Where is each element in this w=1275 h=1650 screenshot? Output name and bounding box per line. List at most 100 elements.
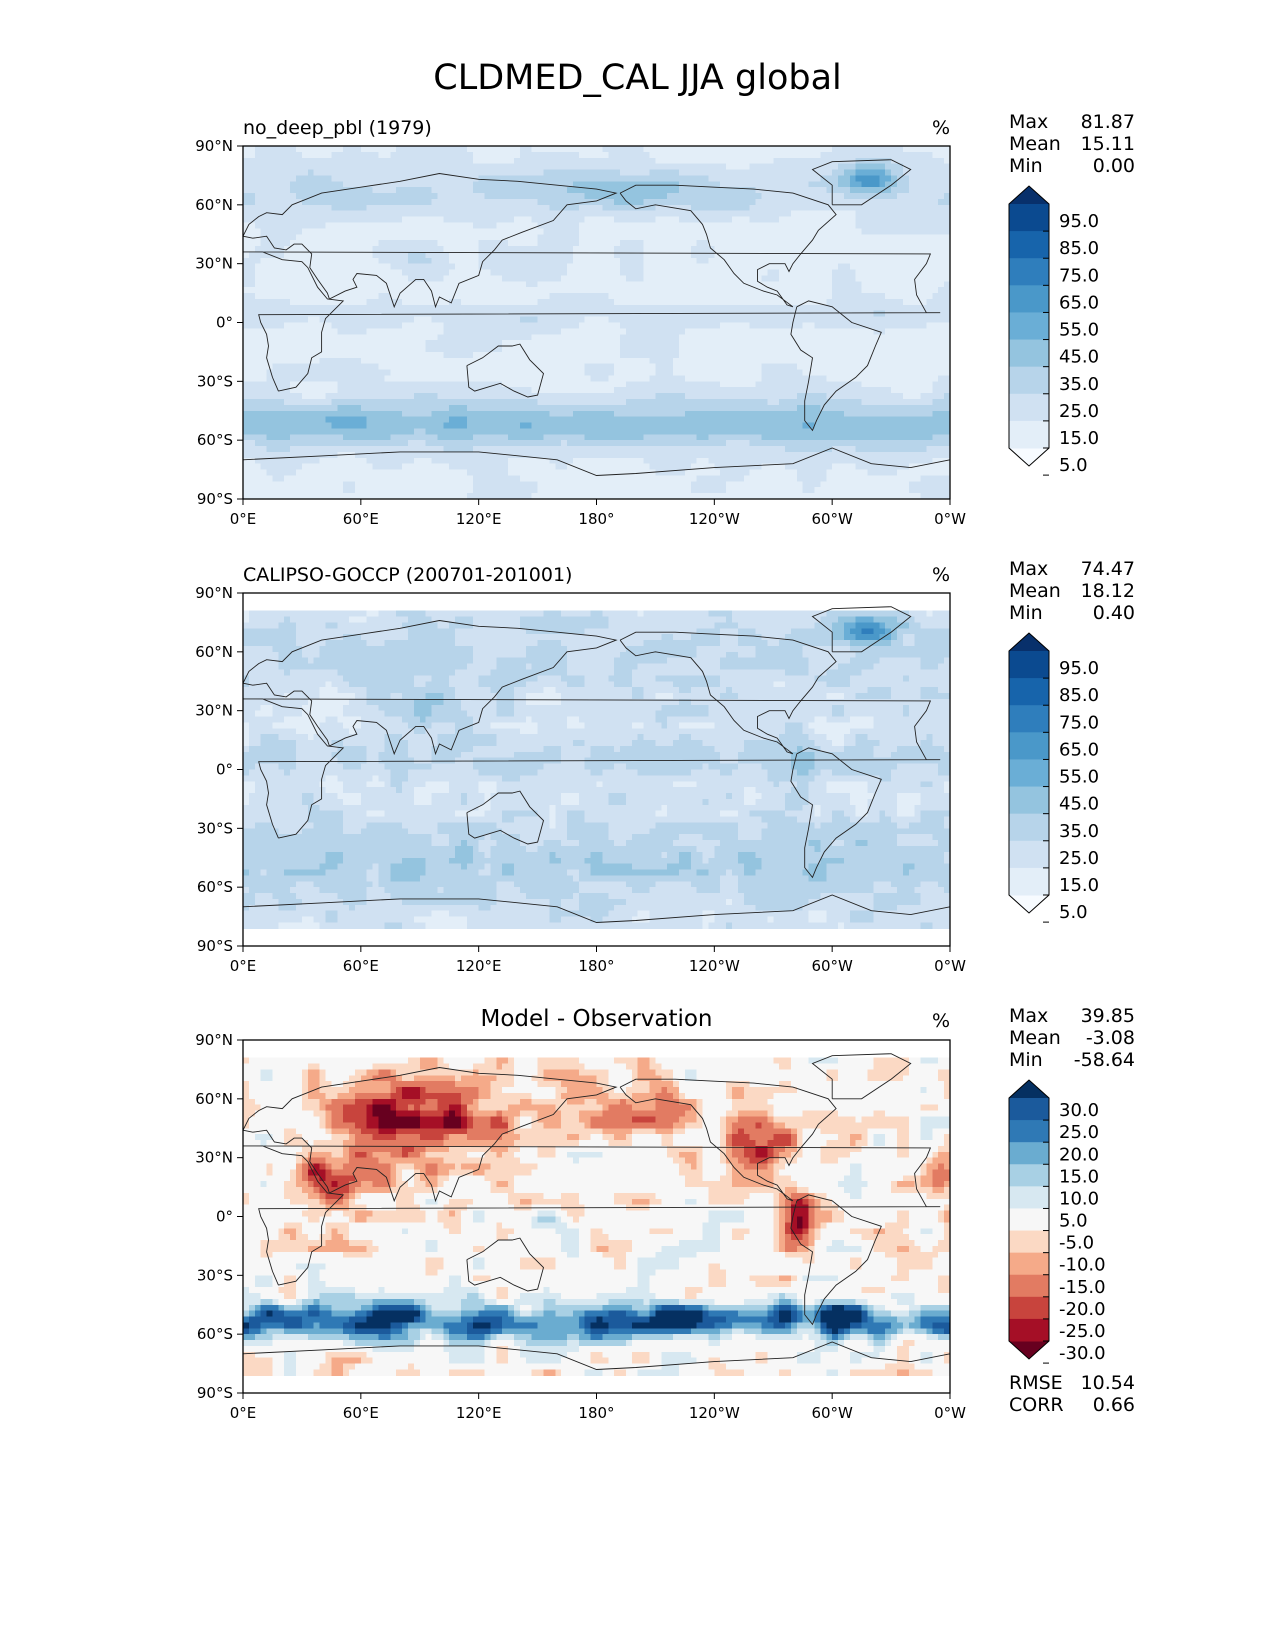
heatmap-cell — [313, 222, 320, 229]
heatmap-cell — [767, 240, 774, 247]
heatmap-cell — [673, 216, 680, 223]
heatmap-cell — [773, 346, 780, 353]
heatmap-cell — [466, 304, 474, 312]
heatmap-cell — [337, 222, 344, 229]
heatmap-cell — [802, 210, 809, 217]
heatmap-cell — [449, 351, 456, 359]
heatmap-cell — [779, 163, 786, 170]
heatmap-cell — [331, 198, 338, 206]
heatmap-cell — [861, 316, 868, 323]
heatmap-cell — [437, 363, 444, 370]
heatmap-cell — [861, 246, 868, 253]
heatmap-cell — [749, 193, 756, 200]
heatmap-cell — [360, 275, 368, 282]
heatmap-cell — [932, 375, 939, 382]
heatmap-cell — [519, 246, 527, 253]
heatmap-cell — [908, 234, 916, 241]
heatmap-cell — [443, 163, 450, 170]
heatmap-cell — [525, 269, 533, 276]
heatmap-cell — [832, 298, 839, 306]
heatmap-cell — [944, 222, 951, 229]
heatmap-cell — [702, 216, 709, 223]
heatmap-cell — [832, 234, 839, 241]
heatmap-cell — [331, 381, 338, 388]
heatmap-cell — [696, 187, 703, 194]
heatmap-cell — [649, 151, 656, 159]
heatmap-cell — [867, 222, 874, 229]
heatmap-cell — [702, 146, 709, 153]
heatmap-cell — [826, 293, 833, 300]
heatmap-cell — [396, 151, 403, 159]
heatmap-cell — [325, 298, 332, 306]
heatmap-cell — [761, 298, 768, 306]
heatmap-cell — [290, 193, 297, 200]
heatmap-cell — [702, 169, 709, 176]
heatmap-cell — [484, 210, 491, 217]
heatmap-cell — [378, 275, 385, 282]
heatmap-cell — [790, 169, 798, 176]
heatmap-cell — [572, 369, 580, 376]
heatmap-cell — [407, 175, 415, 182]
heatmap-cell — [537, 340, 544, 347]
heatmap-cell — [614, 193, 621, 200]
heatmap-cell — [832, 216, 839, 223]
heatmap-cell — [472, 210, 480, 217]
heatmap-cell — [625, 193, 633, 200]
heatmap-cell — [284, 157, 291, 165]
heatmap-cell — [437, 169, 444, 176]
heatmap-cell — [843, 151, 851, 159]
heatmap-cell — [319, 216, 326, 223]
heatmap-cell — [714, 204, 721, 212]
heatmap-cell — [596, 322, 603, 329]
heatmap-cell — [284, 369, 291, 376]
heatmap-cell — [243, 375, 250, 382]
heatmap-cell — [944, 363, 951, 370]
heatmap-cell — [596, 198, 603, 206]
heatmap-cell — [343, 304, 350, 312]
heatmap-cell — [248, 240, 256, 247]
heatmap-cell — [755, 175, 762, 182]
heatmap-cell — [832, 363, 839, 370]
heatmap-cell — [360, 310, 368, 318]
heatmap-cell — [932, 328, 939, 335]
heatmap-cell — [443, 151, 450, 159]
heatmap-cell — [543, 246, 550, 253]
heatmap-cell — [496, 216, 503, 223]
heatmap-cell — [737, 251, 745, 259]
heatmap-cell — [313, 187, 320, 194]
heatmap-cell — [879, 216, 886, 223]
heatmap-cell — [643, 340, 650, 347]
heatmap-cell — [785, 357, 792, 365]
heatmap-cell — [296, 181, 303, 188]
heatmap-cell — [443, 322, 450, 329]
heatmap-cell — [773, 357, 780, 365]
heatmap-cell — [908, 340, 916, 347]
heatmap-cell — [584, 293, 592, 300]
heatmap-cell — [331, 322, 338, 329]
heatmap-cell — [743, 322, 751, 329]
heatmap-cell — [690, 275, 698, 282]
heatmap-cell — [525, 204, 533, 212]
heatmap-cell — [366, 322, 374, 329]
heatmap-cell — [443, 169, 450, 176]
heatmap-cell — [331, 328, 338, 335]
heatmap-cell — [926, 351, 933, 359]
heatmap-cell — [661, 287, 668, 294]
heatmap-cell — [319, 146, 326, 153]
heatmap-cell — [867, 198, 874, 206]
heatmap-cell — [590, 281, 597, 288]
heatmap-cell — [690, 216, 698, 223]
heatmap-cell — [514, 375, 521, 382]
heatmap-cell — [602, 334, 609, 341]
heatmap-cell — [667, 381, 674, 388]
heatmap-cell — [531, 246, 538, 253]
heatmap-cell — [838, 263, 845, 270]
heatmap-cell — [366, 193, 374, 200]
heatmap-cell — [572, 181, 580, 188]
heatmap-cell — [908, 210, 916, 217]
heatmap-cell — [472, 216, 480, 223]
heatmap-cell — [608, 181, 615, 188]
heatmap-cell — [537, 375, 544, 382]
heatmap-cell — [402, 187, 409, 194]
heatmap-cell — [896, 175, 904, 182]
